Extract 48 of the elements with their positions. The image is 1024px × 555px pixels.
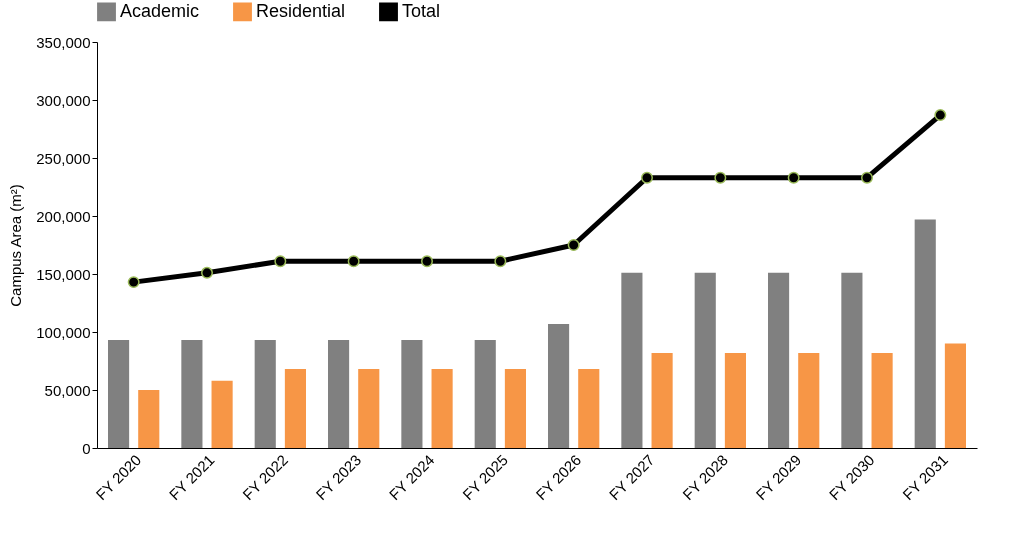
bar (181, 340, 203, 448)
bar (798, 352, 820, 448)
point (567, 239, 580, 251)
bar (871, 352, 893, 448)
point (421, 255, 433, 268)
bar (768, 272, 790, 448)
point (347, 255, 360, 268)
bar (621, 272, 643, 448)
point (714, 171, 727, 184)
y-axis-title: Campus Area (m²) (7, 184, 25, 307)
y-tick-label: 250,000 (36, 149, 91, 167)
bar (944, 343, 966, 448)
y-tick-label: 350,000 (36, 33, 91, 51)
legend-label: Total (402, 0, 441, 21)
bar (254, 340, 276, 448)
bar (578, 369, 600, 448)
point (861, 171, 873, 184)
legend-label: Academic (120, 0, 200, 21)
bar (548, 323, 570, 448)
bar (914, 219, 936, 448)
bar (211, 380, 233, 448)
bar (504, 369, 526, 448)
bar (724, 352, 746, 448)
y-tick-label: 100,000 (36, 323, 91, 341)
point (934, 109, 947, 122)
bar (474, 340, 496, 448)
point (274, 255, 287, 268)
point (641, 171, 653, 184)
bar (841, 272, 863, 448)
bar (651, 352, 673, 448)
bar (431, 369, 453, 448)
bar (401, 340, 423, 448)
bar (358, 369, 380, 448)
y-tick-label: 50,000 (44, 381, 91, 399)
y-tick-label: 300,000 (36, 91, 91, 109)
y-tick-label: 0 (82, 439, 91, 457)
point (787, 171, 800, 184)
bar (284, 369, 306, 448)
bar (138, 390, 160, 448)
point (494, 255, 507, 268)
bar (328, 340, 350, 448)
y-tick-label: 200,000 (36, 207, 91, 225)
y-tick-label: 150,000 (36, 265, 91, 283)
bar (108, 340, 130, 448)
point (201, 266, 213, 279)
point (127, 276, 140, 289)
bar (694, 272, 716, 448)
legend-label: Residential (256, 0, 346, 21)
